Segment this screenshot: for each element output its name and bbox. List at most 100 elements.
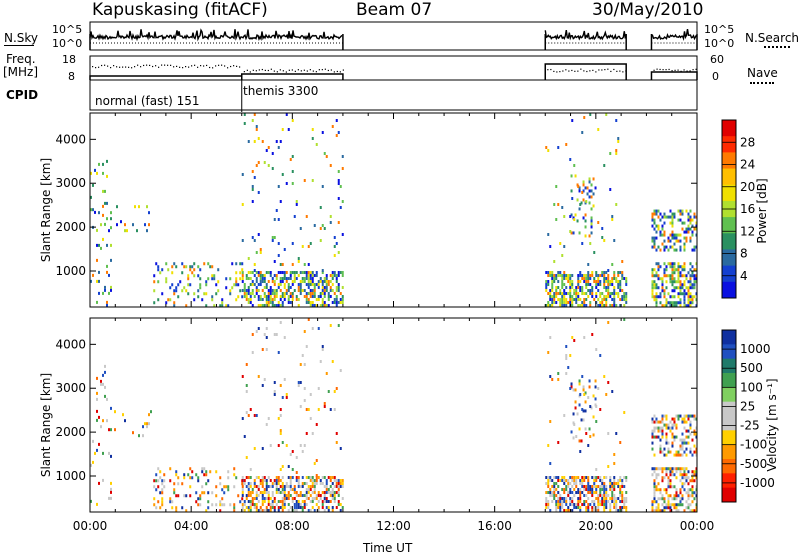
data-cell [689,215,692,219]
data-cell [283,378,286,381]
data-cell [223,503,226,507]
data-cell [317,283,320,287]
data-cell [671,301,674,305]
data-cell [307,286,310,290]
nave-point [559,71,561,73]
data-cell [671,444,674,448]
nave-point [197,66,199,68]
data-cell [559,479,562,483]
data-cell [317,509,320,513]
data-cell [150,410,152,414]
data-cell [577,304,580,308]
data-cell [594,186,597,190]
data-cell [319,479,322,483]
data-cell [578,189,581,193]
data-cell [291,497,294,501]
data-cell [291,119,294,122]
data-cell [571,119,574,122]
data-cell [655,283,658,287]
data-cell [591,494,594,498]
data-cell [609,280,612,284]
data-cell [663,506,666,510]
data-cell [547,444,550,447]
data-cell [291,280,294,284]
nave-point [303,69,305,71]
data-cell [597,304,600,308]
data-cell [588,379,591,383]
data-cell [570,382,573,386]
freq-trace [650,71,698,80]
data-cell [589,485,592,489]
data-cell [311,274,314,278]
data-cell [303,289,306,293]
data-cell [561,286,564,290]
data-cell [669,467,672,471]
data-cell [651,503,654,507]
data-cell [669,503,672,507]
data-cell [569,295,572,299]
data-cell [655,488,658,492]
data-cell [323,402,326,405]
data-cell [104,364,106,368]
data-cell [594,385,597,389]
data-cell [305,274,308,278]
data-cell [279,485,282,489]
data-cell [267,164,270,167]
data-cell [96,376,98,380]
data-cell [159,506,162,510]
data-cell [593,280,596,284]
data-cell [307,491,310,495]
data-cell [245,497,248,501]
data-cell [661,509,664,513]
data-cell [581,479,584,483]
data-cell [335,482,338,486]
data-cell [207,500,210,504]
data-cell [233,283,236,287]
data-cell [295,203,298,206]
data-cell [146,425,148,429]
data-cell [215,494,218,498]
data-cell [611,494,614,498]
data-cell [569,286,572,290]
data-cell [667,467,670,471]
data-cell [321,506,324,510]
data-cell [557,292,560,296]
data-cell [243,122,246,125]
data-cell [241,203,244,206]
data-cell [695,292,698,296]
data-cell [337,500,340,504]
data-cell [301,482,304,486]
data-cell [592,177,595,181]
data-cell [175,470,178,474]
data-cell [585,494,588,498]
data-cell [695,494,698,498]
data-cell [655,286,658,290]
data-cell [567,482,570,486]
freq-label: Freq. [6,52,36,66]
data-cell [213,277,216,281]
data-cell [663,292,666,296]
data-cell [683,221,686,225]
data-cell [157,280,160,284]
data-cell [583,488,586,492]
data-cell [92,460,94,464]
data-cell [331,360,334,363]
data-cell [659,509,662,513]
data-cell [153,503,156,507]
nave-point [625,70,627,72]
data-cell [255,506,258,510]
data-cell [277,351,280,354]
nave-point [176,65,178,67]
data-cell [323,152,326,155]
data-cell [249,468,252,471]
data-cell [283,503,286,507]
data-cell [327,390,330,393]
data-cell [661,450,664,454]
data-cell [611,283,614,287]
nsky-trace [544,29,626,41]
data-cell [683,236,686,240]
data-cell [567,479,570,483]
data-cell [579,491,582,495]
data-cell [325,497,328,501]
data-cell [669,470,672,474]
